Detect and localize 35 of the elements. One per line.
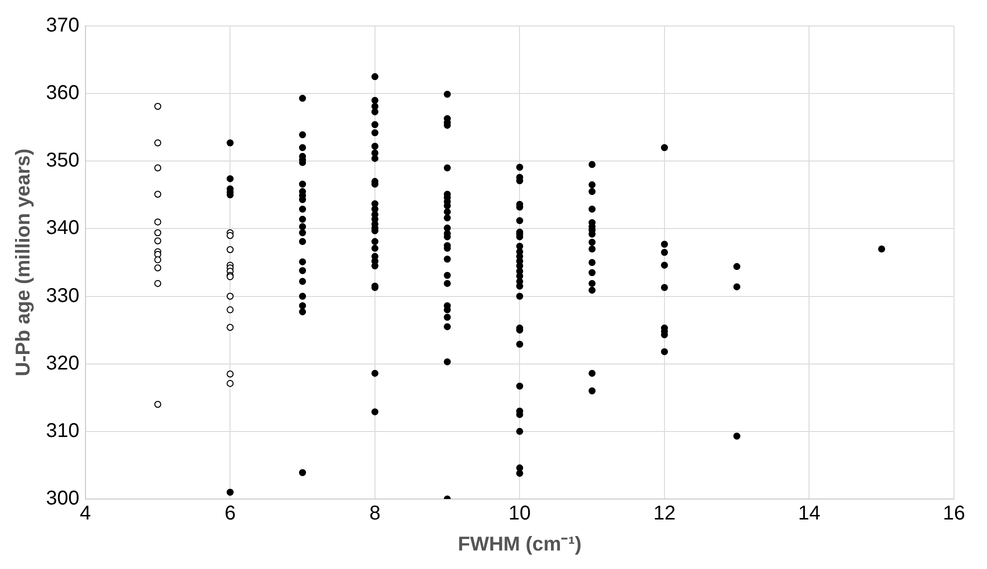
point [226,292,234,300]
point [226,246,234,254]
x-tick-label: 16 [942,502,966,525]
point [226,370,234,378]
x-tick-label: 12 [653,502,676,525]
point [154,164,162,172]
y-axis-title: U-Pb age (million years) [12,148,35,376]
x-tick-label: 6 [224,502,236,525]
x-axis-title: FWHM (cm⁻¹) [458,534,582,556]
point [154,190,162,198]
point [154,264,162,272]
x-tick-label: 14 [798,502,820,525]
point [226,232,234,239]
point [226,380,234,387]
point [226,306,234,314]
point [154,256,162,264]
point [154,139,162,146]
y-tick-label: 360 [46,82,80,104]
y-tick-label: 310 [46,420,80,442]
x-tick-label: 10 [508,502,531,525]
point [154,218,162,226]
x-tick-label: 4 [80,502,91,525]
point [154,229,162,236]
y-tick-label: 300 [46,488,80,510]
point [154,400,162,408]
point [154,237,162,244]
y-tick-label: 370 [46,14,80,37]
y-tick-label: 350 [46,150,80,172]
point [154,102,162,110]
y-tick-label: 320 [46,352,80,374]
point [154,280,162,287]
x-tick-label: 8 [369,502,380,525]
y-tick-label: 340 [46,217,80,240]
y-tick-label: 330 [46,284,80,307]
point [226,324,234,331]
